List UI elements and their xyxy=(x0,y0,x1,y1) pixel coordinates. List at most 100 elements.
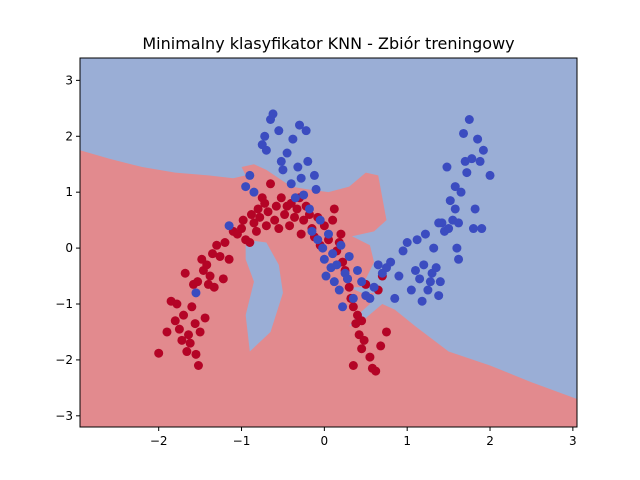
data-point-class-1 xyxy=(473,134,483,144)
data-point-class-1 xyxy=(245,170,255,180)
region-class-0 xyxy=(80,150,577,427)
data-point-class-1 xyxy=(348,293,358,303)
data-point-class-0 xyxy=(174,324,184,334)
data-point-class-0 xyxy=(249,218,259,228)
data-point-class-1 xyxy=(450,204,460,214)
x-tick-label: 0 xyxy=(321,434,329,448)
data-point-class-1 xyxy=(477,224,487,234)
data-point-class-1 xyxy=(334,285,344,295)
data-point-class-0 xyxy=(329,204,339,214)
x-tick-label: −2 xyxy=(150,434,168,448)
data-point-class-1 xyxy=(260,131,270,141)
data-point-class-0 xyxy=(376,341,386,351)
data-point-class-0 xyxy=(292,204,302,214)
data-point-class-0 xyxy=(299,215,309,225)
data-point-class-1 xyxy=(390,293,400,303)
data-point-class-0 xyxy=(177,335,187,345)
data-point-class-0 xyxy=(184,330,194,340)
data-point-class-1 xyxy=(328,249,338,259)
data-point-class-1 xyxy=(369,282,379,292)
y-axis: −3 −2 −1 0 1 2 3 xyxy=(55,73,80,423)
data-point-class-1 xyxy=(431,263,441,273)
data-point-class-1 xyxy=(412,235,422,245)
data-point-class-0 xyxy=(357,344,367,354)
scatter-points xyxy=(154,109,495,376)
data-point-class-1 xyxy=(304,204,314,214)
y-tick-label: 0 xyxy=(65,241,73,255)
data-point-class-0 xyxy=(271,201,281,211)
data-point-class-1 xyxy=(454,218,464,228)
data-point-class-1 xyxy=(475,156,485,166)
data-point-class-0 xyxy=(218,274,228,284)
data-point-class-1 xyxy=(301,126,311,136)
data-point-class-1 xyxy=(329,277,339,287)
data-point-class-0 xyxy=(348,302,358,312)
data-point-class-1 xyxy=(338,302,348,312)
data-point-class-1 xyxy=(224,221,234,231)
data-point-class-1 xyxy=(417,296,427,306)
data-point-class-0 xyxy=(179,310,189,320)
data-point-class-0 xyxy=(193,277,203,287)
data-point-class-0 xyxy=(212,240,222,250)
data-point-class-0 xyxy=(357,316,367,326)
data-point-class-0 xyxy=(187,302,197,312)
y-tick-label: −3 xyxy=(55,409,73,423)
y-tick-label: −1 xyxy=(55,297,73,311)
data-point-class-1 xyxy=(315,215,325,225)
data-point-class-1 xyxy=(296,173,306,183)
data-point-class-0 xyxy=(359,335,369,345)
data-point-class-0 xyxy=(208,249,218,259)
data-point-class-1 xyxy=(456,187,466,197)
data-point-class-1 xyxy=(352,265,362,275)
data-point-class-1 xyxy=(442,162,452,172)
data-point-class-1 xyxy=(398,246,408,256)
data-point-class-1 xyxy=(318,243,328,253)
decision-regions xyxy=(80,58,577,427)
data-point-class-0 xyxy=(285,221,295,231)
data-point-class-0 xyxy=(185,338,195,348)
data-point-class-1 xyxy=(324,229,333,239)
data-point-class-0 xyxy=(266,179,276,189)
data-point-class-0 xyxy=(344,282,354,292)
data-point-class-1 xyxy=(249,187,259,197)
x-tick-label: 3 xyxy=(569,434,577,448)
data-point-class-0 xyxy=(348,361,358,370)
data-point-class-1 xyxy=(459,128,469,138)
data-point-class-0 xyxy=(336,229,346,239)
data-point-class-1 xyxy=(313,235,323,245)
data-point-class-0 xyxy=(255,212,265,222)
data-point-class-1 xyxy=(464,115,474,124)
data-point-class-1 xyxy=(357,277,367,287)
data-point-class-0 xyxy=(371,366,381,376)
data-point-class-1 xyxy=(268,109,278,119)
data-point-class-1 xyxy=(445,196,455,206)
data-point-class-0 xyxy=(261,221,271,231)
data-point-class-0 xyxy=(200,313,210,323)
data-point-class-0 xyxy=(263,207,273,217)
data-point-class-0 xyxy=(224,254,234,264)
data-point-class-0 xyxy=(296,229,306,239)
data-point-class-0 xyxy=(215,251,225,261)
data-point-class-0 xyxy=(274,224,284,234)
data-point-class-1 xyxy=(261,145,271,155)
data-point-class-0 xyxy=(365,352,375,362)
data-point-class-1 xyxy=(478,145,488,155)
data-point-class-0 xyxy=(381,327,391,337)
data-point-class-1 xyxy=(241,182,251,192)
data-point-class-1 xyxy=(309,170,319,180)
data-point-class-1 xyxy=(435,277,445,287)
data-point-class-1 xyxy=(394,271,404,281)
data-point-class-0 xyxy=(182,347,192,357)
data-point-class-0 xyxy=(328,215,338,225)
data-point-class-1 xyxy=(423,285,433,295)
data-point-class-1 xyxy=(332,260,342,270)
x-tick-label: −1 xyxy=(233,434,251,448)
data-point-class-0 xyxy=(154,348,164,358)
data-point-class-1 xyxy=(295,120,305,130)
data-point-class-1 xyxy=(462,168,472,178)
data-point-class-0 xyxy=(180,268,190,278)
data-point-class-1 xyxy=(299,190,309,200)
data-point-class-0 xyxy=(280,210,290,220)
data-point-class-0 xyxy=(202,260,212,270)
data-point-class-1 xyxy=(402,238,412,247)
